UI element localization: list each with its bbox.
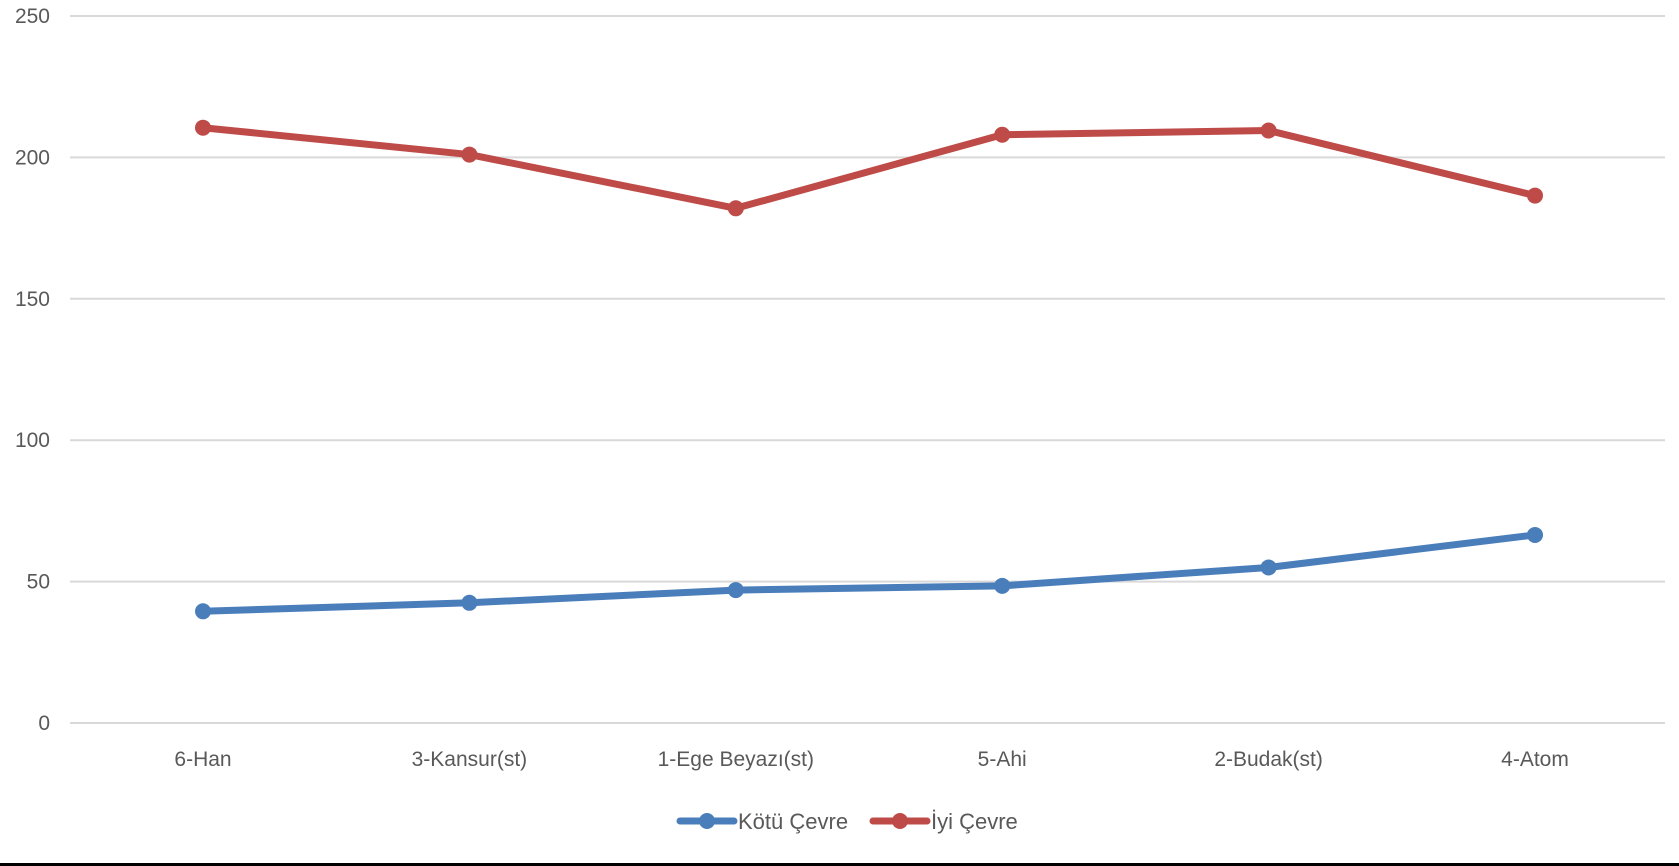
data-point-series-1-5 (1527, 187, 1543, 204)
data-point-series-0-3 (994, 577, 1011, 594)
legend-swatch-marker-1 (892, 813, 908, 829)
x-tick-label: 6-Han (174, 748, 231, 771)
series-lines (195, 119, 1543, 620)
y-tick-label: 100 (15, 429, 50, 452)
x-tick-label: 2-Budak(st) (1214, 748, 1323, 771)
x-axis-tick-labels: 6-Han 3-Kansur(st) 1-Ege Beyazı(st) 5-Ahi 2-… (174, 748, 1568, 771)
data-point-series-0-4 (1260, 559, 1277, 576)
x-tick-label: 3-Kansur(st) (412, 748, 528, 771)
x-tick-label: 4-Atom (1501, 748, 1569, 771)
legend-swatch-marker-0 (699, 813, 715, 829)
data-point-series-0-2 (727, 582, 744, 599)
data-point-series-1-2 (727, 200, 744, 217)
series-line-1 (199, 124, 1539, 212)
data-point-series-0-5 (1527, 526, 1543, 543)
y-tick-label: 250 (15, 5, 50, 28)
y-axis-tick-labels: 0 50 100 150 200 250 (15, 5, 50, 735)
data-point-series-0-0 (195, 603, 211, 620)
data-point-series-1-1 (461, 146, 478, 163)
legend-label-1: İyi Çevre (931, 809, 1018, 834)
bottom-border (0, 863, 1679, 866)
gridlines (70, 15, 1665, 724)
x-tick-label: 5-Ahi (978, 748, 1027, 771)
data-point-series-0-1 (461, 594, 478, 611)
legend: Kötü Çevre İyi Çevre (676, 809, 1018, 834)
series-line-0 (199, 531, 1539, 615)
x-tick-label: 1-Ege Beyazı(st) (658, 748, 814, 771)
y-tick-label: 0 (38, 712, 50, 735)
y-tick-label: 150 (15, 288, 50, 311)
legend-label-0: Kötü Çevre (738, 809, 848, 834)
y-tick-label: 50 (27, 571, 50, 594)
data-point-series-1-0 (195, 119, 211, 136)
data-point-series-1-3 (994, 126, 1011, 143)
data-point-series-1-4 (1260, 122, 1277, 139)
y-tick-label: 200 (15, 146, 50, 169)
